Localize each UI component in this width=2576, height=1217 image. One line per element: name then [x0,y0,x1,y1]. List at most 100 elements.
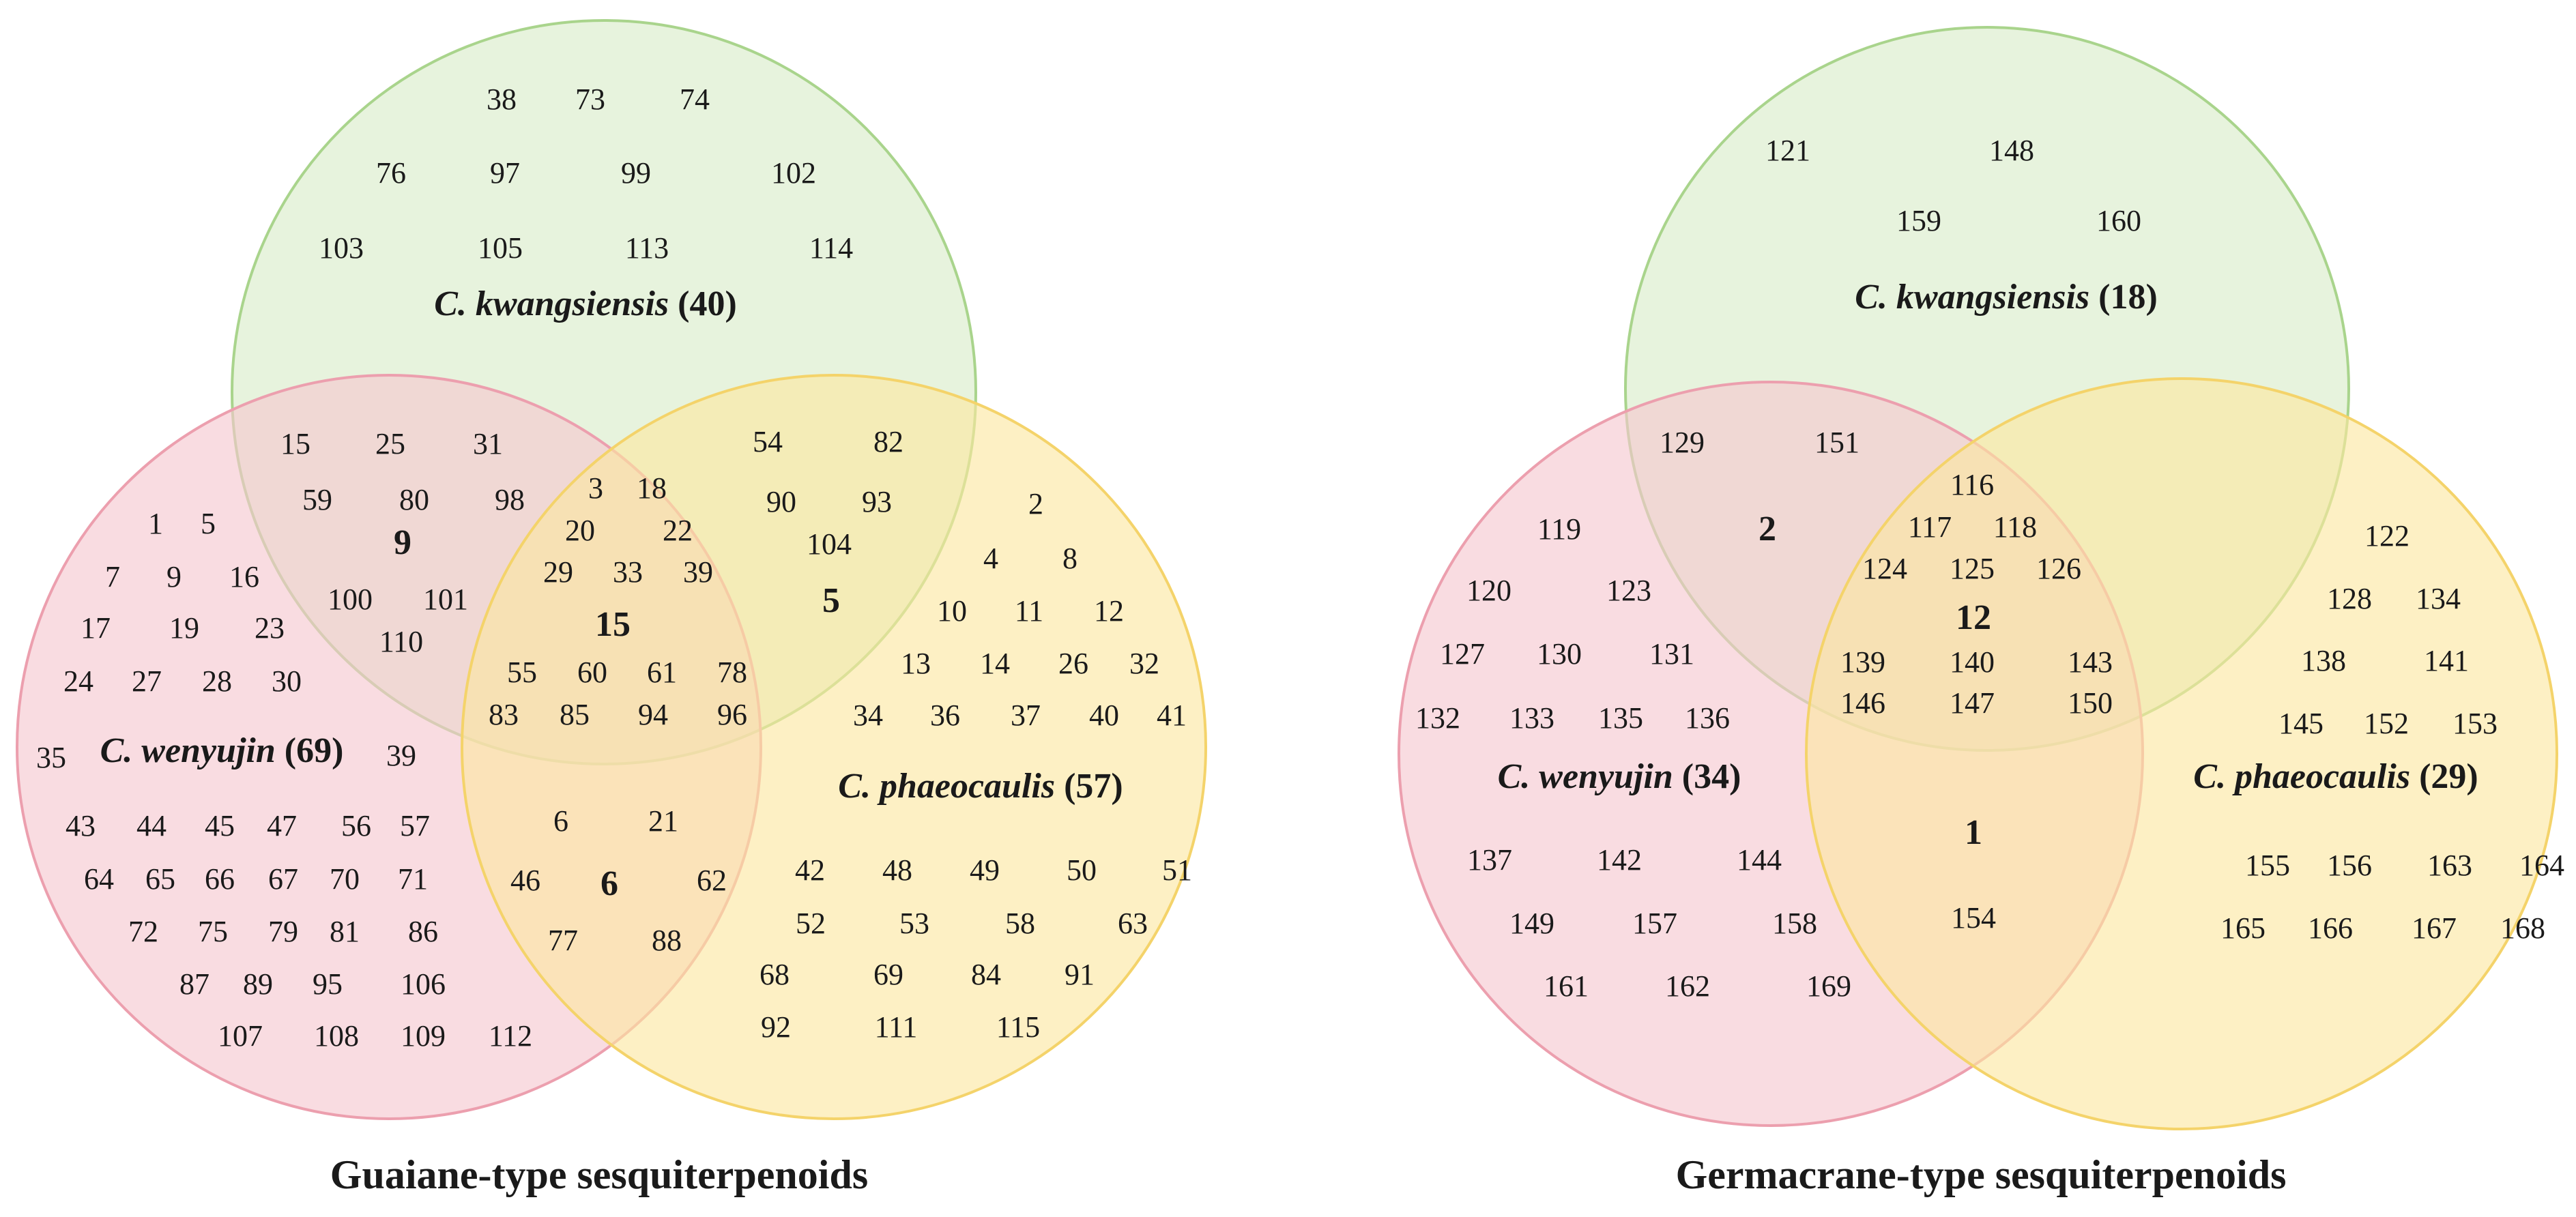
guaiane-w-70: 70 [330,862,360,896]
guaiane-k-97: 97 [490,156,520,190]
guaiane-all-61: 61 [647,656,677,689]
germacrane-w-135: 135 [1598,701,1643,735]
guaiane-w-44: 44 [136,809,167,842]
guaiane-p-37: 37 [1011,699,1041,732]
germacrane-kw-151: 151 [1814,426,1859,459]
germacrane-p-134: 134 [2416,582,2461,615]
germacrane-p-138: 138 [2301,644,2346,677]
germacrane-w-157: 157 [1632,907,1677,940]
guaiane-w-79: 79 [268,915,298,948]
germacrane-p-164: 164 [2519,849,2564,882]
guaiane-p-13: 13 [901,647,931,680]
guaiane-w-27: 27 [132,664,162,698]
guaiane-k-74: 74 [680,83,710,116]
guaiane-w-47: 47 [267,809,297,842]
guaiane-p-2: 2 [1028,487,1043,520]
germacrane-phaeocaulis-circle [1805,377,2558,1130]
germacrane-k-148: 148 [1989,134,2034,167]
guaiane-w-43: 43 [66,809,96,842]
guaiane-kp-54: 54 [753,425,783,458]
germacrane-p-128: 128 [2327,582,2372,615]
germacrane-w-136: 136 [1685,701,1730,735]
guaiane-w-17: 17 [81,611,111,645]
guaiane-k-105: 105 [478,231,523,265]
germacrane-title: Germacrane-type sesquiterpenoids [1676,1152,2287,1197]
guaiane-all-39: 39 [683,555,713,589]
guaiane-all-85: 85 [560,698,590,731]
germacrane-w-161: 161 [1544,969,1589,1003]
guaiane-w-7: 7 [105,560,120,593]
germacrane-p-153: 153 [2452,707,2498,740]
guaiane-p-41: 41 [1157,699,1187,732]
germacrane-all-116: 116 [1950,468,1994,501]
guaiane-kw-101: 101 [423,583,468,616]
guaiane-w-107: 107 [218,1019,263,1053]
germacrane-p-145: 145 [2278,707,2324,740]
guaiane-all-22: 22 [663,514,693,547]
germacrane-w-131: 131 [1649,637,1694,671]
germacrane-p-141: 141 [2424,644,2469,677]
guaiane-w-5: 5 [201,507,216,540]
guaiane-w-72: 72 [128,915,158,948]
guaiane-w-89: 89 [243,967,273,1001]
germacrane-all-139: 139 [1840,645,1885,679]
guaiane-w-87: 87 [179,967,209,1001]
guaiane-kw-110: 110 [379,625,423,658]
germacrane-w-142: 142 [1597,843,1642,877]
guaiane-p-11: 11 [1015,594,1043,628]
germacrane-p-166: 166 [2308,911,2353,945]
germacrane-all-124: 124 [1862,552,1907,585]
guaiane-p-34: 34 [853,699,883,732]
guaiane-all-33: 33 [613,555,643,589]
germacrane-kw-129: 129 [1660,426,1705,459]
guaiane-p-52: 52 [796,907,826,940]
guaiane-wp-21: 21 [648,804,678,838]
guaiane-all-78: 78 [717,656,747,689]
guaiane-kp-82: 82 [873,425,903,458]
guaiane-p-92: 92 [761,1010,791,1044]
germacrane-w-162: 162 [1665,969,1710,1003]
guaiane-p-69: 69 [873,958,903,991]
guaiane-k-114: 114 [809,231,853,265]
guaiane-kp-90: 90 [766,485,796,518]
germacrane-w-137: 137 [1467,843,1512,877]
guaiane-all-55: 55 [507,656,537,689]
guaiane-phaeocaulis-circle [461,374,1207,1120]
guaiane-wp-62: 62 [697,864,727,897]
guaiane-kw-80: 80 [399,483,429,516]
guaiane-all-94: 94 [638,698,668,731]
guaiane-kp-count: 5 [822,581,840,620]
guaiane-w-19: 19 [169,611,199,645]
germacrane-k-121: 121 [1765,134,1810,167]
germacrane-all-125: 125 [1950,552,1995,585]
guaiane-kw-31: 31 [473,427,503,460]
guaiane-w-9: 9 [167,560,182,593]
guaiane-p-53: 53 [899,907,929,940]
guaiane-wp-count: 6 [600,864,618,903]
germacrane-all-146: 146 [1840,686,1885,720]
guaiane-wp-88: 88 [652,924,682,957]
guaiane-p-49: 49 [970,853,1000,887]
guaiane-p-84: 84 [971,958,1001,991]
guaiane-p-63: 63 [1118,907,1148,940]
guaiane-w-56: 56 [341,809,371,842]
guaiane-p-4: 4 [983,542,998,575]
guaiane-phaeocaulis-label: C. phaeocaulis (57) [838,767,1123,806]
guaiane-w-57: 57 [400,809,430,842]
germacrane-all-117: 117 [1908,510,1952,544]
germacrane-kw-count: 2 [1759,510,1776,548]
guaiane-w-81: 81 [330,915,360,948]
germacrane-wp-154: 154 [1951,901,1996,935]
guaiane-w-45: 45 [205,809,235,842]
guaiane-w-16: 16 [229,560,259,593]
germacrane-wenyujin-label: C. wenyujin (34) [1498,757,1741,796]
guaiane-k-76: 76 [376,156,406,190]
guaiane-w-86: 86 [408,915,438,948]
guaiane-w-30: 30 [272,664,302,698]
guaiane-p-8: 8 [1062,542,1077,575]
guaiane-kw-count: 9 [394,523,411,562]
guaiane-w-23: 23 [255,611,285,645]
guaiane-k-99: 99 [621,156,651,190]
guaiane-w-71: 71 [398,862,428,896]
